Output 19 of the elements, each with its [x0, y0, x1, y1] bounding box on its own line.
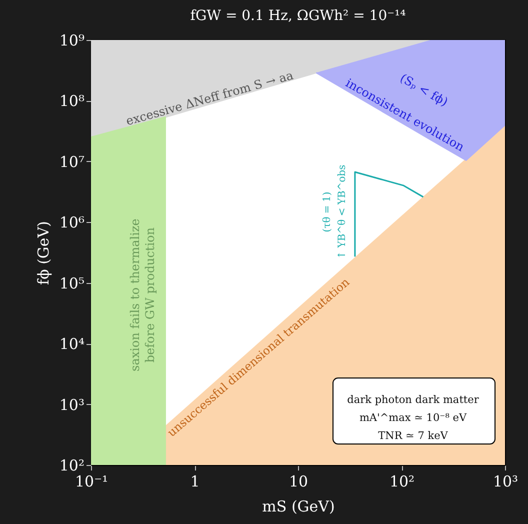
x-tick-label: 10³ [492, 472, 518, 490]
x-tick-label: 10² [389, 472, 415, 490]
y-tick-label: 10⁸ [59, 92, 84, 110]
y-tick-label: 10⁷ [59, 152, 84, 171]
x-tick-label: 1 [190, 472, 200, 490]
x-tick-label: 10 [288, 472, 308, 490]
y-tick-label: 10² [59, 456, 84, 474]
annotation: (τθ = 1) ↑ YB^θ < YB^obs [322, 164, 348, 260]
y-tick-label: 10⁹ [59, 32, 84, 50]
y-tick-label: 10⁴ [59, 335, 84, 354]
x-tick-label: 10⁻¹ [74, 472, 108, 490]
chart-title: fGW = 0.1 Hz, ΩGWh² = 10⁻¹⁴ [190, 8, 406, 24]
y-tick-label: 10⁶ [59, 214, 84, 232]
x-axis-title: mS (GeV) [262, 498, 335, 516]
y-tick-label: 10³ [59, 396, 84, 414]
y-axis-title: fϕ (GeV) [34, 221, 52, 285]
annotation: saxion fails to thermalize before GW production [128, 218, 157, 372]
annotation: dark photon dark matter mA'^max ≃ 10⁻⁸ eV TNR ≃ 7 keV [347, 394, 480, 442]
y-tick-label: 10⁵ [59, 274, 84, 292]
